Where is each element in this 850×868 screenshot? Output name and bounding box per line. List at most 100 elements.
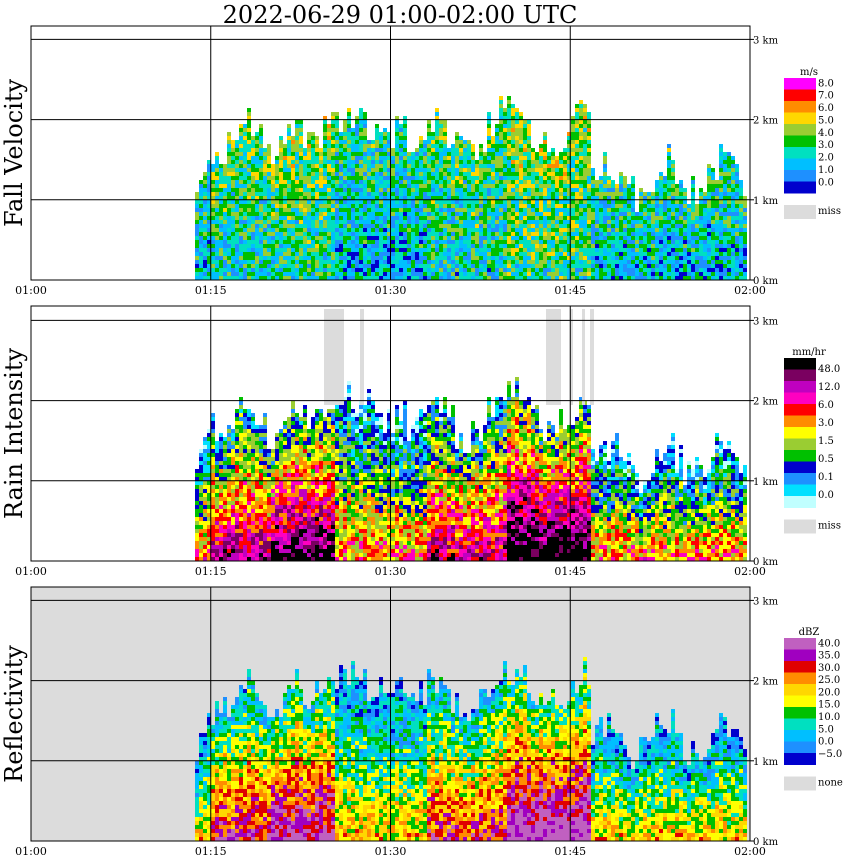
heatmap-cell [707,228,711,232]
heatmap-cell [731,244,735,248]
heatmap-cell [507,200,511,204]
heatmap-cell [603,176,607,180]
heatmap-cell [639,240,643,244]
heatmap-cell [731,188,735,192]
heatmap-cell [415,236,419,240]
heatmap-cell [323,216,327,220]
heatmap-cell [579,220,583,224]
heatmap-cell [371,196,375,200]
heatmap-cell [623,188,627,192]
heatmap-cell [615,268,619,272]
heatmap-cell [587,220,591,224]
heatmap-cell [635,232,639,236]
heatmap-cell [603,240,607,244]
heatmap-cell [347,120,351,124]
heatmap-cell [283,184,287,188]
heatmap-cell [403,212,407,216]
heatmap-cell [635,268,639,272]
heatmap-cell [659,264,663,268]
heatmap-cell [379,180,383,184]
heatmap-cell [523,220,527,224]
heatmap-cell [375,144,379,148]
heatmap-cell [547,192,551,196]
heatmap-cell [219,236,223,240]
heatmap-cell [587,176,591,180]
heatmap-cell [603,152,607,156]
heatmap-cell [287,260,291,264]
heatmap-cell [343,192,347,196]
heatmap-cell [535,244,539,248]
heatmap-cell [215,264,219,268]
heatmap-cell [711,196,715,200]
heatmap-cell [367,268,371,272]
heatmap-cell [671,212,675,216]
heatmap-cell [583,200,587,204]
heatmap-cell [419,188,423,192]
heatmap-cell [287,268,291,272]
heatmap-cell [639,276,643,280]
heatmap-cell [335,136,339,140]
heatmap-cell [395,136,399,140]
heatmap-cell [395,248,399,252]
heatmap-cell [743,232,747,236]
ytick-label: 0 km [753,276,779,287]
heatmap-cell [343,140,347,144]
heatmap-cell [575,248,579,252]
heatmap-cell [731,264,735,268]
heatmap-cell [595,188,599,192]
heatmap-cell [387,240,391,244]
heatmap-cell [591,272,595,276]
heatmap-cell [507,196,511,200]
heatmap-cell [283,172,287,176]
heatmap-cell [323,188,327,192]
heatmap-cell [647,236,651,240]
heatmap-cell [275,188,279,192]
heatmap-cell [663,184,667,188]
heatmap-cell [631,248,635,252]
heatmap-cell [707,252,711,256]
heatmap-cell [659,236,663,240]
heatmap-cell [575,264,579,268]
heatmap-cell [443,260,447,264]
heatmap-cell [259,240,263,244]
heatmap-cell [239,276,243,280]
heatmap-cell [231,493,235,497]
heatmap-cell [439,144,443,148]
heatmap-cell [283,268,287,272]
heatmap-cell [243,272,247,276]
heatmap-cell [367,256,371,260]
heatmap-cell [727,172,731,176]
heatmap-cell [703,244,707,248]
heatmap-cell [263,164,267,168]
heatmap-cell [491,244,495,248]
heatmap-cell [295,220,299,224]
heatmap-cell [347,216,351,220]
heatmap-cell [503,236,507,240]
heatmap-cell [299,156,303,160]
heatmap-cell [583,248,587,252]
heatmap-cell [519,252,523,256]
heatmap-cell [571,216,575,220]
heatmap-cell [243,132,247,136]
heatmap-cell [255,152,259,156]
heatmap-cell [223,220,227,224]
heatmap-cell [207,449,211,453]
heatmap-cell [323,212,327,216]
heatmap-cell [563,220,567,224]
heatmap-cell [247,112,251,116]
heatmap-cell [391,252,395,256]
heatmap-cell [231,533,235,537]
heatmap-cell [247,204,251,208]
heatmap-cell [223,533,227,537]
heatmap-cell [731,256,735,260]
heatmap-cell [543,272,547,276]
heatmap-cell [471,172,475,176]
heatmap-cell [275,220,279,224]
heatmap-cell [511,104,515,108]
heatmap-cell [587,192,591,196]
heatmap-cell [255,232,259,236]
heatmap-cell [695,244,699,248]
heatmap-cell [715,260,719,264]
heatmap-cell [659,204,663,208]
heatmap-cell [387,140,391,144]
